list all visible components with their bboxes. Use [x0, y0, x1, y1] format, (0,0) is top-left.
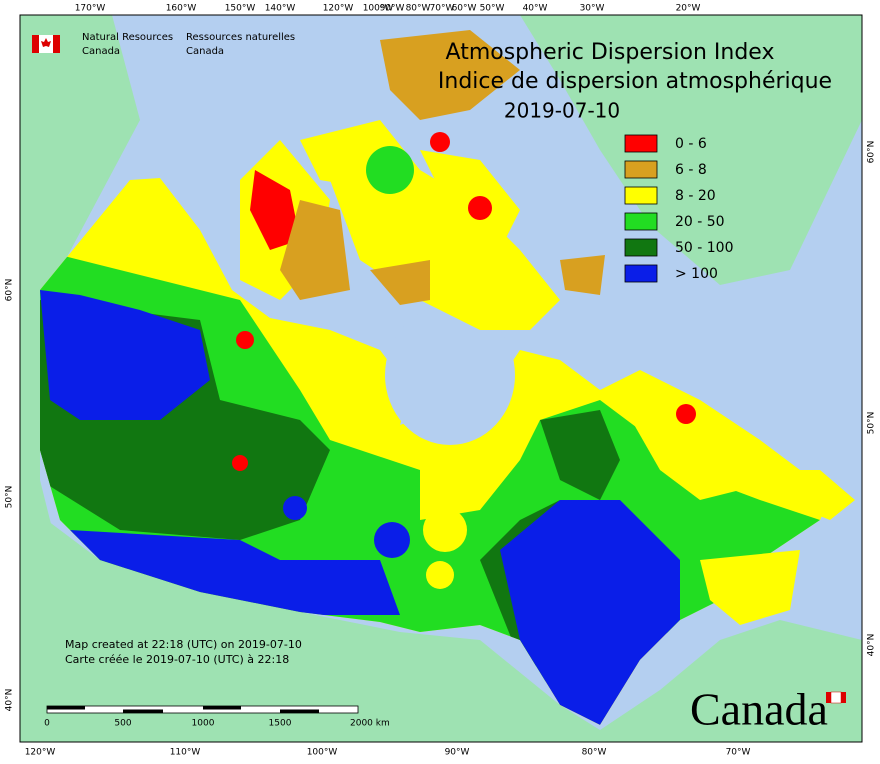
legend-swatch: [624, 264, 658, 283]
legend: 0 - 6 6 - 8 8 - 20 20 - 50 50 - 100 > 100: [624, 134, 734, 283]
graticule-label: 90°W: [380, 4, 405, 14]
legend-swatch: [624, 186, 658, 205]
legend-swatch: [624, 238, 658, 257]
graticule-label: 100°W: [307, 748, 338, 758]
graticule-label: 40°W: [523, 4, 548, 14]
graticule-label: 170°W: [75, 4, 106, 14]
canada-wordmark: Canada: [690, 684, 828, 735]
graticule-label: 40°N: [867, 634, 877, 657]
legend-swatch: [624, 160, 658, 179]
agency-block: Natural Resources Canada Ressources natu…: [32, 32, 295, 57]
graticule-label: 80°W: [582, 748, 607, 758]
graticule-label: 70°W: [726, 748, 751, 758]
note: Carte créée le 2019-07-10 (UTC) à 22:18: [65, 653, 289, 666]
map-frame: [19, 14, 863, 743]
legend-swatch: [624, 212, 658, 231]
graticule-label: 60°W: [452, 4, 477, 14]
graticule-label: 150°W: [225, 4, 256, 14]
legend-label: > 100: [675, 266, 718, 282]
graticule-label: 120°W: [323, 4, 354, 14]
graticule-label: 90°W: [445, 748, 470, 758]
agency-fr: Canada: [186, 46, 224, 57]
graticule-label: 60°N: [5, 279, 15, 302]
graticule-label: 60°N: [867, 141, 877, 164]
graticule-label: 160°W: [166, 4, 197, 14]
graticule-label: 50°W: [480, 4, 505, 14]
title: Atmospheric Dispersion Index: [446, 40, 775, 65]
agency-en: Natural Resources: [82, 32, 173, 43]
graticule-label: 30°W: [580, 4, 605, 14]
legend-label: 8 - 20: [675, 188, 716, 204]
legend-label: 0 - 6: [675, 136, 707, 152]
graticule-label: 50°N: [5, 486, 15, 509]
scale-labels: 0 500 1000 1500 2000 km: [44, 719, 390, 729]
scale-label: 1500: [269, 719, 292, 729]
legend-swatch: [624, 134, 658, 153]
graticule-label: 110°W: [170, 748, 201, 758]
scale-label: 2000 km: [350, 719, 390, 729]
scale-label: 1000: [192, 719, 215, 729]
note: Map created at 22:18 (UTC) on 2019-07-10: [65, 638, 302, 651]
maple-leaf: [41, 38, 51, 47]
legend-label: 50 - 100: [675, 240, 734, 256]
flag-bar: [32, 35, 39, 53]
graticule-label: 20°W: [676, 4, 701, 14]
legend-label: 20 - 50: [675, 214, 725, 230]
flag-bar: [53, 35, 60, 53]
date: 2019-07-10: [504, 99, 620, 123]
legend-label: 6 - 8: [675, 162, 707, 178]
map-body: [20, 15, 862, 742]
graticule-label: 50°N: [867, 412, 877, 435]
wordmark: Canada: [690, 684, 846, 735]
scale-label: 500: [114, 719, 131, 729]
title: Indice de dispersion atmosphérique: [438, 69, 832, 94]
scale-label: 0: [44, 719, 50, 729]
graticule-label: 140°W: [265, 4, 296, 14]
scale-bar: [46, 705, 359, 714]
agency-en: Canada: [82, 46, 120, 57]
graticule-label: 120°W: [25, 748, 56, 758]
graticule-label: 70°W: [430, 4, 455, 14]
graticule-labels: 170°W 160°W 150°W 140°W 120°W 100°W90°W 80°W 70…: [5, 4, 877, 758]
graticule-label: 100°W: [363, 4, 394, 14]
graticule-label: 80°W: [406, 4, 431, 14]
agency-fr: Ressources naturelles: [186, 32, 295, 43]
graticule-label: 40°N: [5, 689, 15, 712]
